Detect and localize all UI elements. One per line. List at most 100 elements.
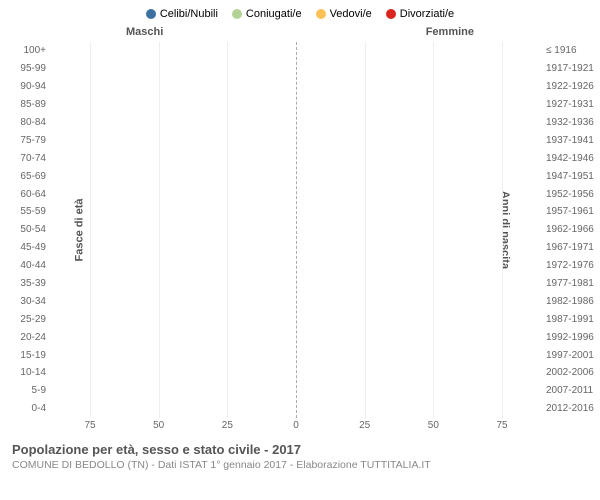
legend-item: Divorziati/e <box>386 8 454 20</box>
age-label: 80-84 <box>6 117 46 128</box>
year-label: 2007-2011 <box>546 385 594 396</box>
pyramid-row: 25-291987-1991 <box>50 310 542 328</box>
year-label: 1962-1966 <box>546 224 594 235</box>
legend-dot <box>232 9 242 19</box>
plot-area: Fasce di età Anni di nascita 100+≤ 19169… <box>50 42 542 418</box>
age-label: 75-79 <box>6 135 46 146</box>
year-label: 1937-1941 <box>546 135 594 146</box>
legend-dot <box>316 9 326 19</box>
legend-dot <box>386 9 396 19</box>
bar-wrap <box>90 347 502 363</box>
rows-container: 100+≤ 191695-991917-192190-941922-192685… <box>50 42 542 418</box>
pyramid-row: 15-191997-2001 <box>50 346 542 364</box>
x-tick-label: 75 <box>496 420 507 431</box>
x-tick-label: 25 <box>222 420 233 431</box>
year-label: 1947-1951 <box>546 171 594 182</box>
bar-wrap <box>90 79 502 95</box>
year-label: 1992-1996 <box>546 332 594 343</box>
age-label: 50-54 <box>6 224 46 235</box>
bar-wrap <box>90 240 502 256</box>
pyramid-row: 5-92007-2011 <box>50 382 542 400</box>
age-label: 20-24 <box>6 332 46 343</box>
pyramid-row: 70-741942-1946 <box>50 149 542 167</box>
pyramid-row: 65-691947-1951 <box>50 167 542 185</box>
year-label: 1967-1971 <box>546 242 594 253</box>
year-label: 1932-1936 <box>546 117 594 128</box>
age-label: 0-4 <box>6 403 46 414</box>
pyramid-row: 50-541962-1966 <box>50 221 542 239</box>
age-label: 35-39 <box>6 278 46 289</box>
age-label: 60-64 <box>6 189 46 200</box>
year-label: 1957-1961 <box>546 206 594 217</box>
legend-item: Coniugati/e <box>232 8 302 20</box>
year-label: 1977-1981 <box>546 278 594 289</box>
bar-wrap <box>90 258 502 274</box>
year-label: 1952-1956 <box>546 189 594 200</box>
pyramid-row: 100+≤ 1916 <box>50 42 542 60</box>
age-label: 30-34 <box>6 296 46 307</box>
chart-title: Popolazione per età, sesso e stato civil… <box>12 442 588 457</box>
age-label: 15-19 <box>6 350 46 361</box>
age-label: 90-94 <box>6 81 46 92</box>
legend-label: Celibi/Nubili <box>160 8 218 20</box>
legend-label: Vedovi/e <box>330 8 372 20</box>
gender-headers: Maschi Femmine <box>6 26 594 40</box>
age-label: 95-99 <box>6 63 46 74</box>
bar-wrap <box>90 365 502 381</box>
x-tick-label: 0 <box>293 420 299 431</box>
year-label: 2002-2006 <box>546 367 594 378</box>
year-label: 1972-1976 <box>546 260 594 271</box>
year-label: ≤ 1916 <box>546 45 594 56</box>
pyramid-row: 40-441972-1976 <box>50 257 542 275</box>
year-label: 1927-1931 <box>546 99 594 110</box>
bar-wrap <box>90 61 502 77</box>
bar-wrap <box>90 132 502 148</box>
legend-item: Celibi/Nubili <box>146 8 218 20</box>
x-tick-label: 50 <box>153 420 164 431</box>
population-pyramid-chart: Celibi/Nubili Coniugati/e Vedovi/e Divorzia… <box>0 0 600 500</box>
age-label: 10-14 <box>6 367 46 378</box>
bar-wrap <box>90 150 502 166</box>
bar-wrap <box>90 204 502 220</box>
bar-wrap <box>90 276 502 292</box>
legend-item: Vedovi/e <box>316 8 372 20</box>
pyramid-row: 20-241992-1996 <box>50 328 542 346</box>
x-tick-label: 75 <box>84 420 95 431</box>
pyramid-row: 80-841932-1936 <box>50 114 542 132</box>
year-label: 2012-2016 <box>546 403 594 414</box>
pyramid-row: 90-941922-1926 <box>50 78 542 96</box>
bar-wrap <box>90 222 502 238</box>
bar-wrap <box>90 168 502 184</box>
bar-wrap <box>90 186 502 202</box>
pyramid-row: 30-341982-1986 <box>50 292 542 310</box>
age-label: 100+ <box>6 45 46 56</box>
legend-dot <box>146 9 156 19</box>
age-label: 45-49 <box>6 242 46 253</box>
bar-wrap <box>90 383 502 399</box>
chart-subtitle: COMUNE DI BEDOLLO (TN) - Dati ISTAT 1° g… <box>12 459 588 471</box>
year-label: 1997-2001 <box>546 350 594 361</box>
bar-wrap <box>90 97 502 113</box>
bar-wrap <box>90 293 502 309</box>
age-label: 25-29 <box>6 314 46 325</box>
pyramid-row: 35-391977-1981 <box>50 275 542 293</box>
age-label: 85-89 <box>6 99 46 110</box>
pyramid-row: 0-42012-2016 <box>50 400 542 418</box>
pyramid-row: 75-791937-1941 <box>50 131 542 149</box>
pyramid-row: 85-891927-1931 <box>50 96 542 114</box>
age-label: 40-44 <box>6 260 46 271</box>
year-label: 1987-1991 <box>546 314 594 325</box>
year-label: 1942-1946 <box>546 153 594 164</box>
year-label: 1917-1921 <box>546 63 594 74</box>
header-male: Maschi <box>126 26 163 38</box>
year-label: 1982-1986 <box>546 296 594 307</box>
pyramid-row: 10-142002-2006 <box>50 364 542 382</box>
bar-wrap <box>90 115 502 131</box>
header-female: Femmine <box>426 26 474 38</box>
bar-wrap <box>90 329 502 345</box>
bar-wrap <box>90 401 502 417</box>
pyramid-row: 60-641952-1956 <box>50 185 542 203</box>
age-label: 55-59 <box>6 206 46 217</box>
legend-label: Divorziati/e <box>400 8 454 20</box>
legend: Celibi/Nubili Coniugati/e Vedovi/e Divorzia… <box>6 8 594 20</box>
